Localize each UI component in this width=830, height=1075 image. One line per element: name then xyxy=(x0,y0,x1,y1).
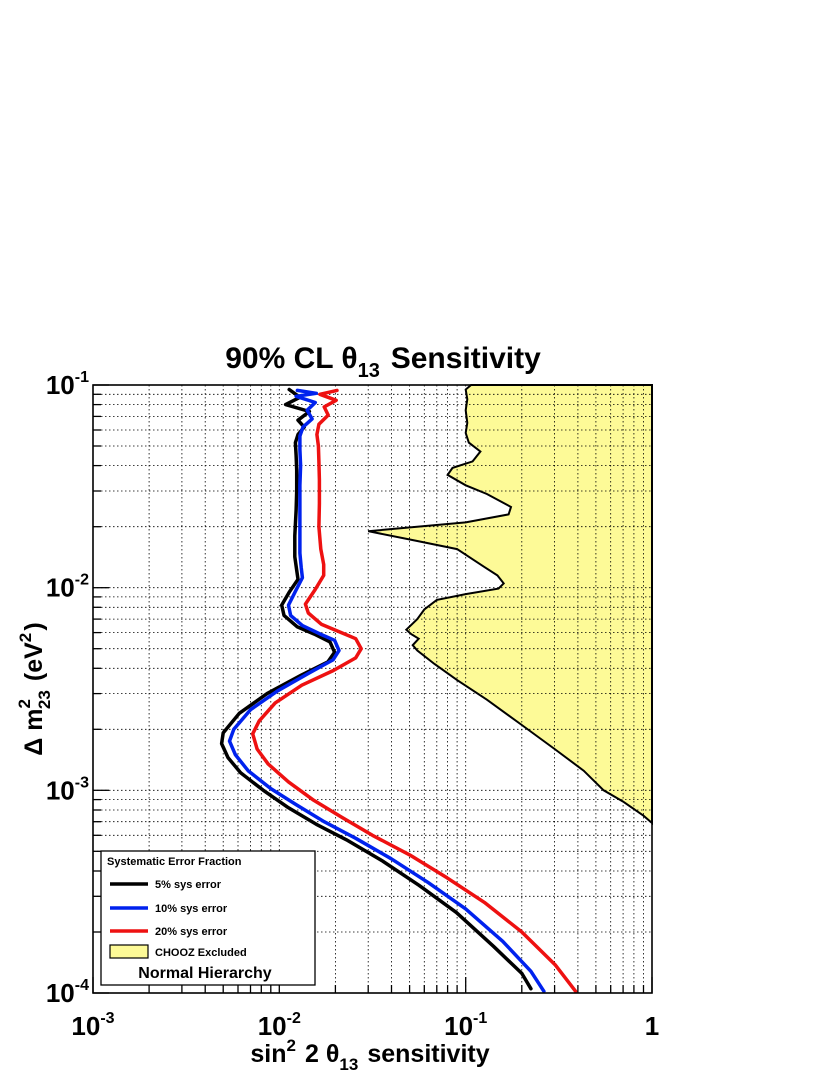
legend-label-1: 5% sys error xyxy=(155,879,222,891)
label-text: 2 xyxy=(298,1040,326,1068)
series-layer xyxy=(219,387,578,994)
x-tick-label-exponent: -1 xyxy=(473,1010,487,1027)
y-tick-label: 10-2 xyxy=(46,572,89,603)
label-text: sensitivity xyxy=(360,1040,489,1068)
y-tick-label-exponent: -1 xyxy=(75,369,89,386)
series-curve-2 xyxy=(227,388,546,994)
legend-footer: Normal Hierarchy xyxy=(138,965,271,982)
legend: Systematic Error Fraction 5% sys error 10%… xyxy=(100,850,316,986)
plot-frame xyxy=(92,384,653,994)
label-text: 90% CL xyxy=(225,342,341,375)
label-superscript: 2 xyxy=(16,633,35,642)
y-tick-label-exponent: -2 xyxy=(75,572,89,589)
y-tick-label: 10-4 xyxy=(46,977,89,1008)
legend-label-2: 10% sys error xyxy=(155,903,228,915)
label-text: sin xyxy=(250,1040,286,1068)
x-tick-label: 10-2 xyxy=(258,1010,301,1041)
chooz-excluded-region xyxy=(368,384,653,826)
x-tick-label: 10-1 xyxy=(444,1010,487,1041)
label-text: Δ xyxy=(20,731,48,756)
legend-label-chooz: CHOOZ Excluded xyxy=(155,947,247,959)
x-axis-label: sin2 2 θ13 sensitivity xyxy=(250,1036,489,1074)
x-tick-label-exponent: -3 xyxy=(100,1010,114,1027)
x-tick-label-exponent: -2 xyxy=(287,1010,301,1027)
x-tick-label: 10-3 xyxy=(71,1010,114,1041)
legend-swatch-chooz xyxy=(109,944,149,959)
y-tick-label: 10-3 xyxy=(46,774,89,805)
label-text: ( xyxy=(20,672,48,688)
label-text: θ xyxy=(326,1040,340,1068)
chart-title: 90% CL θ13 Sensitivity xyxy=(225,342,541,382)
label-layer: 10-3 10-2 10-1 110-410-310-210-1 xyxy=(46,369,659,1041)
legend-label-3: 20% sys error xyxy=(155,926,228,938)
label-text: θ xyxy=(341,342,357,375)
y-tick-label: 10-1 xyxy=(46,369,89,400)
y-tick-label-base: 10 xyxy=(46,573,75,603)
x-tick-label-base: 10 xyxy=(444,1011,473,1041)
y-tick-label-exponent: -3 xyxy=(75,774,89,791)
y-tick-label-base: 10 xyxy=(46,978,75,1008)
y-axis-label: Δ m223 (eV2 ) xyxy=(15,622,54,755)
chooz-region-layer xyxy=(368,384,653,826)
label-subscript: 23 xyxy=(35,690,54,709)
label-text: m xyxy=(20,709,48,731)
x-tick-label-base: 10 xyxy=(258,1011,287,1041)
label-subscript: 13 xyxy=(339,1055,358,1074)
label-text: Sensitivity xyxy=(382,342,541,375)
series-curve-3 xyxy=(250,388,578,994)
label-subscript: 13 xyxy=(358,360,380,382)
series-curve-1 xyxy=(219,387,533,991)
legend-title: Systematic Error Fraction xyxy=(107,856,242,868)
y-tick-label-exponent: -4 xyxy=(75,977,89,994)
y-tick-label-base: 10 xyxy=(46,775,75,805)
legend-box xyxy=(100,850,316,986)
x-tick-label-base: 10 xyxy=(71,1011,100,1041)
x-tick-label-base: 1 xyxy=(645,1011,659,1041)
x-tick-label: 1 xyxy=(645,1011,659,1041)
y-tick-label-base: 10 xyxy=(46,370,75,400)
label-text: ) xyxy=(20,622,48,630)
label-text: eV xyxy=(20,642,48,673)
label-superscript: 2 xyxy=(287,1036,296,1055)
label-superscript: 2 xyxy=(15,699,34,708)
